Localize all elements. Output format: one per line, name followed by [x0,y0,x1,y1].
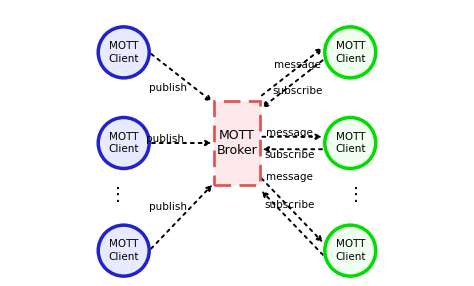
Text: subscribe: subscribe [264,150,315,160]
Circle shape [325,225,376,276]
Text: ⋮: ⋮ [109,186,127,204]
Text: publish: publish [149,202,187,212]
Text: subscribe: subscribe [264,200,315,210]
Circle shape [98,27,149,78]
Text: MOTT
Broker: MOTT Broker [217,129,257,157]
Circle shape [98,225,149,276]
Text: subscribe: subscribe [273,86,323,96]
Circle shape [325,118,376,168]
Text: ⋮: ⋮ [347,186,365,204]
FancyBboxPatch shape [214,100,260,186]
Text: MOTT
Client: MOTT Client [335,132,365,154]
Text: publish: publish [146,134,184,144]
Text: MOTT
Client: MOTT Client [109,239,139,262]
Text: publish: publish [149,83,187,93]
Text: message: message [266,172,313,182]
Text: message: message [266,128,313,138]
Text: MOTT
Client: MOTT Client [109,41,139,63]
Text: MOTT
Client: MOTT Client [109,132,139,154]
Circle shape [98,118,149,168]
Circle shape [325,27,376,78]
Text: MOTT
Client: MOTT Client [335,239,365,262]
Text: message: message [274,60,321,70]
Text: MOTT
Client: MOTT Client [335,41,365,63]
